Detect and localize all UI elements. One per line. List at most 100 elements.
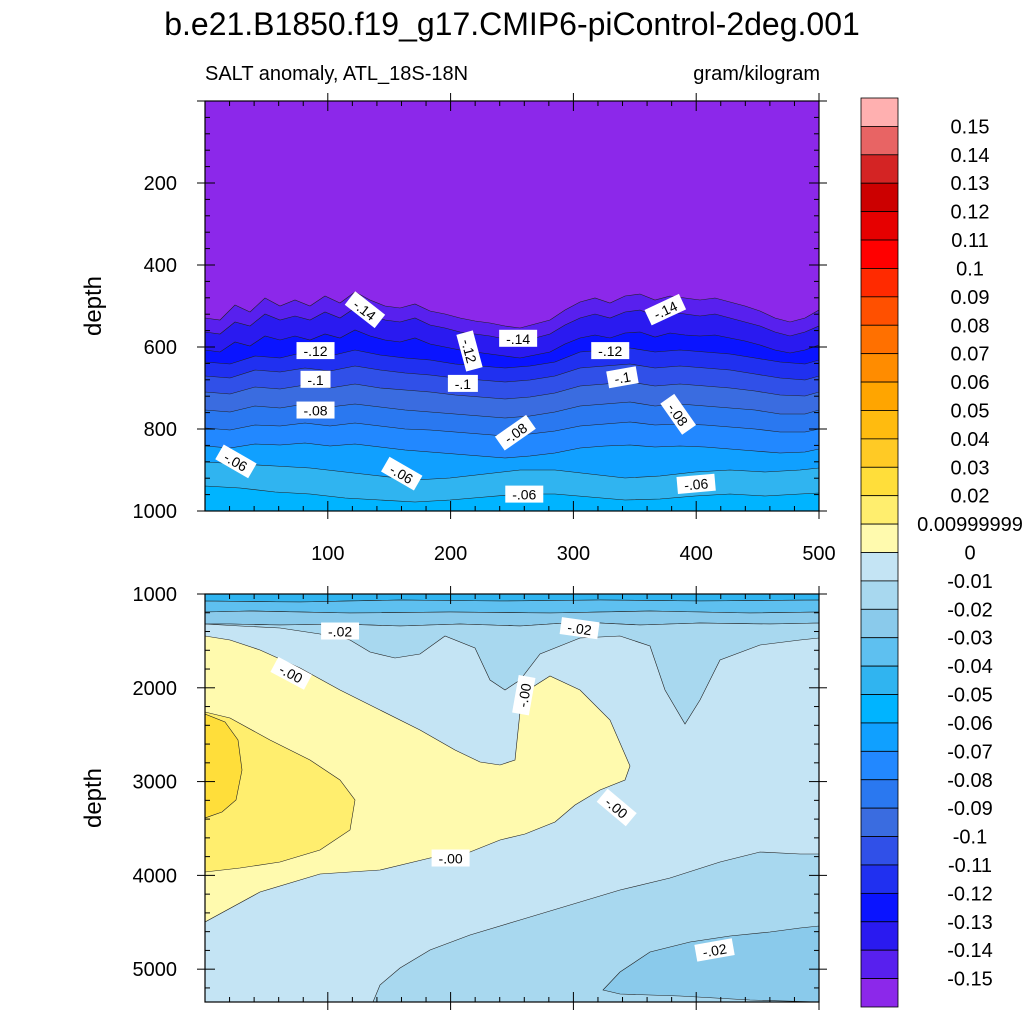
colorbar-label: -0.02 [947,599,993,621]
contour-label-text: -.14 [506,331,530,347]
contour-label: -.14 [499,329,538,347]
contour-label-text: -.02 [566,619,592,638]
colorbar-box [860,807,899,837]
colorbar-label: 0.1 [956,258,984,280]
band-00999-002 [205,711,356,873]
colorbar-label: 0.08 [951,315,990,337]
y-tick-label: 3000 [133,772,178,794]
colorbar-label: -0.11 [948,855,992,877]
contour-label-box [494,414,536,451]
axis-ticks [197,93,827,1010]
contour-label: -.00 [431,849,470,867]
lower-panel-frame [204,593,820,1003]
colorbar-box [860,750,899,781]
colorbar-label: 0.02 [951,486,990,508]
colorbar-label: -0.09 [947,798,993,820]
colorbar-label: -0.15 [947,969,993,991]
y-tick-label: 1000 [133,501,178,523]
tick-labels: 200 400 600 800 1000 1000 2000 3000 4000 5000 100 2… [133,173,836,981]
colorbar-box [860,182,899,213]
colorbar-label: 0.11 [951,230,988,252]
colorbar-box [860,637,899,667]
x-tick-label: 400 [680,543,713,565]
contour-label-box [447,374,478,392]
colorbar-box [860,779,899,809]
plot-title: b.e21.B1850.f19_g17.CMIP6-piControl-2deg… [164,6,860,42]
colorbar [860,97,899,1008]
contour-label-box [296,342,335,360]
y-tick-label: 4000 [133,865,178,887]
colorbar-box [860,892,899,923]
contour-label: -.06 [676,473,716,494]
colorbar-label: 0.12 [951,202,990,224]
band-lower-002 [205,621,819,725]
contour-label: -.00 [512,675,536,716]
colorbar-box [860,324,899,355]
band-002-003 [205,713,243,819]
contour-label-box [296,401,335,419]
lower-y-axis-label: depth [80,768,107,828]
colorbar-box [860,864,899,894]
upper-panel-fill [205,101,819,511]
y-tick-label: 600 [144,337,177,359]
contour-label-box [606,366,639,389]
contour-label: -.12 [456,330,483,372]
contour-label-text: -.06 [512,487,536,503]
contour-label-text: -.08 [303,403,327,419]
colorbar-label: 0.07 [951,344,990,366]
contour-label-text: -.12 [458,337,480,365]
contour-label-text: -.00 [439,850,463,866]
contour-label-box [591,342,630,360]
contour-label: -.12 [591,342,630,360]
colorbar-label: -0.05 [947,685,993,707]
contour-label-box [270,656,312,690]
colorbar-box [860,665,899,695]
x-tick-label: 200 [434,543,467,565]
colorbar-box [860,552,899,582]
colorbar-label: -0.1 [953,827,987,849]
colorbar-box [860,949,899,979]
x-tick-label: 300 [557,543,590,565]
contour-label: -.02 [694,938,735,962]
colorbar-box [860,211,899,241]
contour-label: -.08 [296,401,335,419]
colorbar-label: 0 [964,543,975,565]
x-tick-label: 100 [311,543,344,565]
colorbar-label: -0.06 [947,713,993,735]
colorbar-label: 0.05 [951,400,990,422]
contour-label: -.1 [606,366,639,389]
colorbar-label: 0.04 [951,429,990,451]
contour-label-box [660,393,697,435]
contour-label: -.12 [296,342,335,360]
colorbar-label: 0.03 [951,457,990,479]
colorbar-box [860,381,899,411]
colorbar-box [860,495,899,525]
y-tick-label: 1000 [133,584,178,606]
colorbar-box [860,154,899,184]
contour-label-text: -.02 [701,940,728,960]
colorbar-label: 0.14 [951,145,990,167]
colorbar-box [860,722,899,752]
contour-label-box [215,444,257,479]
colorbar-label: -0.07 [947,741,993,763]
contour-labels: -.14-.14-.14-.12 -.12 -.12-.1 -.1 -.1-.08-.0… [215,291,735,962]
left-string: SALT anomaly, ATL_18S-18N [205,63,469,85]
contour-label: -.02 [559,617,600,640]
contour-label-box [559,617,600,640]
y-tick-label: 5000 [133,959,178,981]
colorbar-box [860,836,899,866]
upper-y-axis-label: depth [80,276,107,336]
contour-label-box [456,330,483,372]
colorbar-box [860,580,899,610]
colorbar-label: -0.14 [947,940,993,962]
colorbar-label: 0.00999999 [917,514,1023,536]
colorbar-box [860,466,899,497]
colorbar-box [860,921,899,951]
contour-label-text: -.1 [455,376,472,392]
colorbar-label: 0.13 [951,173,990,195]
colorbar-box [860,694,899,724]
contour-label-text: -.1 [613,368,632,387]
y-tick-label: 400 [144,255,177,277]
x-tick-label: 500 [802,543,835,565]
